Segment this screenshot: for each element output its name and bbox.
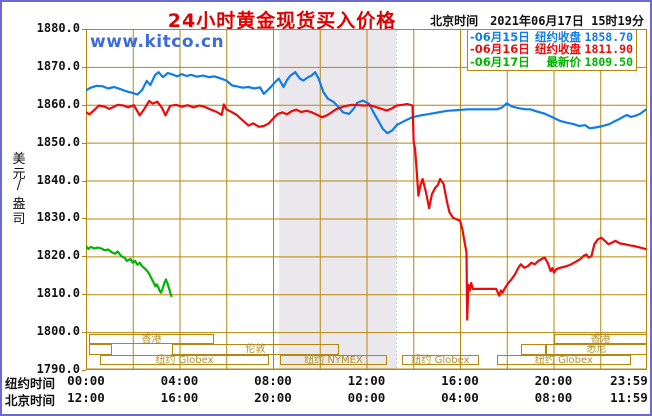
y-tick-mark <box>82 332 86 334</box>
y-axis-unit-char: 司 <box>12 212 26 227</box>
legend-row: -06月15日 纽约收盘 1858.70 <box>470 30 633 44</box>
y-axis-unit-char: 元 <box>12 167 26 182</box>
price-line-jun17 <box>86 245 173 298</box>
y-tick-mark <box>82 104 86 106</box>
y-tick-mark <box>82 142 86 144</box>
ny-time-tick-label: 08:00 <box>254 373 292 388</box>
session-box-纽约 Globex: 纽约 Globex <box>496 354 631 366</box>
legend-line-marker: - <box>470 54 475 69</box>
ny-time-tick-label: 23:59 <box>610 373 648 388</box>
y-tick-mark <box>82 370 86 371</box>
legend-label: 最新价 <box>546 54 582 69</box>
y-tick-label: 1830.0 <box>36 210 80 225</box>
y-tick-label: 1860.0 <box>36 96 80 111</box>
legend-date: 06月16日 <box>474 42 530 57</box>
y-tick-mark <box>82 29 86 30</box>
session-box-伦敦: 伦敦 <box>172 344 339 355</box>
session-box-纽约 Globex: 纽约 Globex <box>100 354 270 366</box>
timestamp-value: 2021年06月17日 15时19分 <box>490 14 644 28</box>
page-title: 24小时黄金现货买入价格 <box>167 10 397 32</box>
legend-label: 纽约收盘 <box>535 30 581 44</box>
session-label: 悉尼 <box>586 344 607 355</box>
y-tick-mark <box>82 294 86 296</box>
beijing-time-tick-label: 00:00 <box>347 390 386 405</box>
session-label: 纽约 Globex <box>155 354 214 366</box>
beijing-time-tick-label: 20:00 <box>254 390 292 405</box>
session-box-香港: 香港 <box>553 333 647 345</box>
beijing-time-tick-label: 12:00 <box>67 390 105 405</box>
beijing-time-row-label: 北京时间 <box>5 393 56 408</box>
beijing-time-tick-label: 04:00 <box>441 390 479 405</box>
session-box <box>89 344 112 355</box>
chart-legend: -06月15日 纽约收盘 1858.70-06月16日 纽约收盘 1811.90-06月… <box>467 29 637 71</box>
y-tick-label: 1850.0 <box>36 134 80 149</box>
session-label: 香港 <box>590 333 611 345</box>
legend-label: 纽约收盘 <box>535 42 581 57</box>
session-box-纽约 Globex: 纽约 Globex <box>402 355 479 365</box>
legend-value: 1811.90 <box>584 42 633 57</box>
ny-time-row-label: 纽约时间 <box>5 376 56 391</box>
session-label: 纽约 Globex <box>534 354 593 366</box>
legend-row: -06月16日 纽约收盘 1811.90 <box>470 42 633 57</box>
chart-plot-area: -06月15日 纽约收盘 1858.70-06月16日 纽约收盘 1811.90-06月… <box>86 29 647 370</box>
session-box-香港: 香港 <box>89 333 215 345</box>
session-label: 纽约 NYMEX <box>304 354 363 366</box>
y-axis-unit-char: 盎 <box>12 197 26 212</box>
ny-time-tick-label: 20:00 <box>534 373 573 388</box>
session-box-悉尼: 悉尼 <box>546 344 647 355</box>
y-tick-label: 1870.0 <box>36 58 80 73</box>
legend-line-marker: - <box>470 30 475 44</box>
beijing-time-tick-label: 08:00 <box>534 390 573 405</box>
session-box-纽约 NYMEX: 纽约 NYMEX <box>280 354 388 366</box>
kitco-watermark: www.kitco.cn <box>90 32 225 52</box>
y-axis-unit-char: / <box>16 178 22 193</box>
legend-date: 06月15日 <box>474 30 530 44</box>
price-line-jun16 <box>86 99 647 321</box>
y-tick-mark <box>82 180 86 182</box>
y-tick-label: 1880.0 <box>36 21 80 35</box>
beijing-time-tick-label: 11:59 <box>610 390 648 405</box>
y-tick-label: 1800.0 <box>36 324 80 339</box>
beijing-timestamp: 北京时间 2021年06月17日 15时19分 <box>430 12 644 29</box>
session-box <box>521 344 546 355</box>
session-label: 纽约 Globex <box>411 354 470 366</box>
y-axis-unit-char: 美 <box>12 152 26 167</box>
chart-canvas <box>86 29 647 370</box>
price-line-jun15 <box>86 71 647 135</box>
timezone-label: 北京时间 <box>430 14 479 28</box>
legend-value: 1809.50 <box>584 54 633 69</box>
ny-time-tick-label: 00:00 <box>67 373 105 388</box>
ny-time-tick-label: 16:00 <box>441 373 479 388</box>
y-tick-label: 1840.0 <box>36 172 80 187</box>
y-tick-mark <box>82 218 86 220</box>
y-tick-mark <box>82 256 86 258</box>
y-tick-label: 1820.0 <box>36 248 80 263</box>
legend-line-marker: - <box>470 42 475 57</box>
beijing-time-tick-label: 16:00 <box>160 390 199 405</box>
session-label: 香港 <box>141 333 162 345</box>
y-tick-label: 1810.0 <box>36 286 80 301</box>
y-tick-label: 1790.0 <box>36 362 80 376</box>
ny-time-tick-label: 04:00 <box>160 373 199 388</box>
nymex-session-shaded-band <box>279 30 396 369</box>
legend-row: -06月17日 最新价 1809.50 <box>470 54 633 69</box>
y-tick-mark <box>82 66 86 68</box>
legend-date: 06月17日 <box>474 54 530 69</box>
ny-time-tick-label: 12:00 <box>347 373 386 388</box>
legend-value: 1858.70 <box>584 30 633 44</box>
session-label: 伦敦 <box>245 344 266 355</box>
